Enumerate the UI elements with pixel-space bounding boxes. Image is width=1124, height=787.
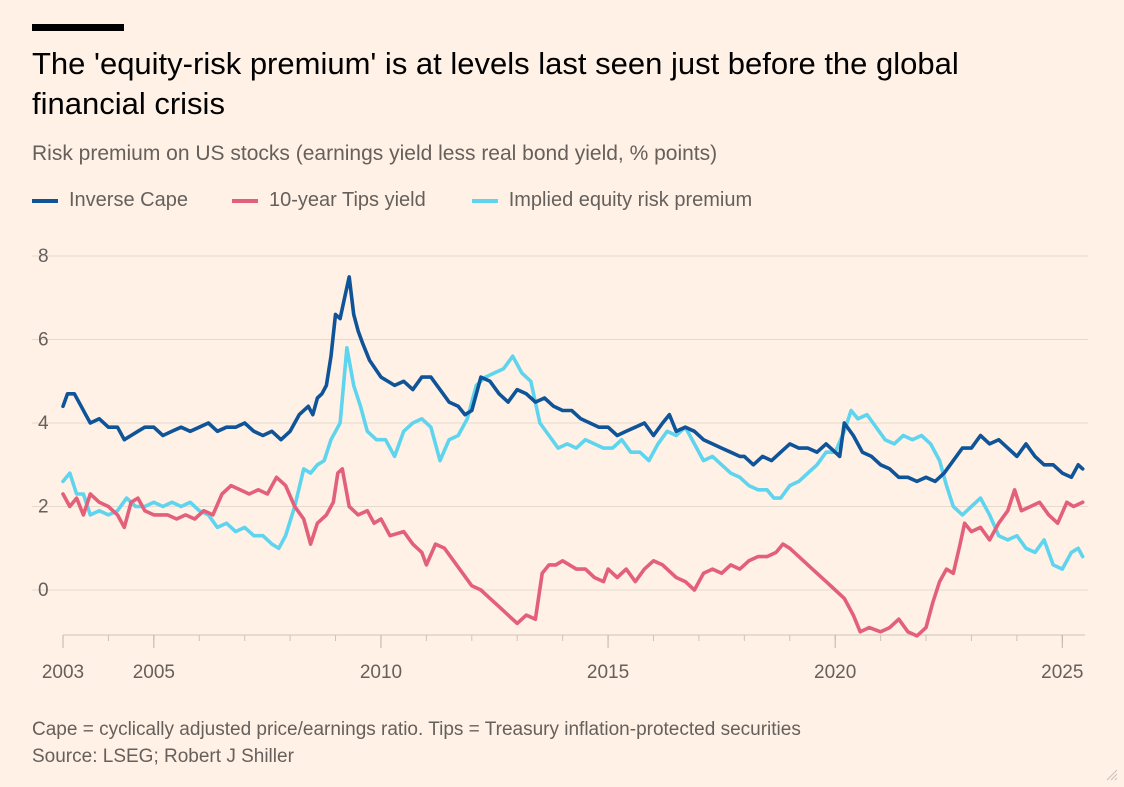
x-tick-label: 2020: [814, 662, 856, 683]
legend-item-inverse-cape: Inverse Cape: [32, 189, 188, 212]
brand-bar: [32, 24, 124, 31]
line-chart: 0 2 4 6 8 2003 2005 2010 2015 2020 2025: [32, 246, 1088, 683]
legend-item-tips-yield: 10-year Tips yield: [231, 189, 426, 212]
y-tick-label: 6: [38, 330, 49, 351]
legend-label: Implied equity risk premium: [508, 189, 753, 211]
legend-label: Inverse Cape: [69, 189, 188, 211]
y-tick-label: 8: [38, 246, 49, 267]
series-inverse-cape-line: [61, 275, 1085, 484]
x-tick-label: 2025: [1041, 662, 1083, 683]
resize-grip-icon: [1106, 769, 1118, 781]
source-note: Source: LSEG; Robert J Shiller: [32, 746, 294, 767]
y-tick-label: 4: [38, 413, 49, 434]
chart-title: The 'equity-risk premium' is at levels l…: [32, 46, 959, 121]
legend-swatch: [471, 198, 498, 203]
legend-swatch: [231, 198, 258, 203]
legend: Inverse Cape 10-year Tips yield Implied …: [32, 189, 780, 212]
legend-swatch: [32, 198, 58, 203]
legend-item-implied-erp: Implied equity risk premium: [471, 189, 753, 212]
y-tick-label: 2: [38, 497, 49, 518]
series-tips-yield-line: [61, 467, 1085, 638]
x-tick-label: 2003: [42, 662, 84, 683]
y-tick-label: 0: [38, 580, 49, 601]
x-tick-label: 2010: [360, 662, 402, 683]
legend-label: 10-year Tips yield: [268, 189, 426, 211]
x-tick-label: 2005: [133, 662, 175, 683]
x-tick-label: 2015: [587, 662, 629, 683]
chart-subtitle: Risk premium on US stocks (earnings yiel…: [32, 142, 718, 165]
series-implied-erp-line: [61, 346, 1085, 571]
footnote: Cape = cyclically adjusted price/earning…: [32, 719, 801, 740]
